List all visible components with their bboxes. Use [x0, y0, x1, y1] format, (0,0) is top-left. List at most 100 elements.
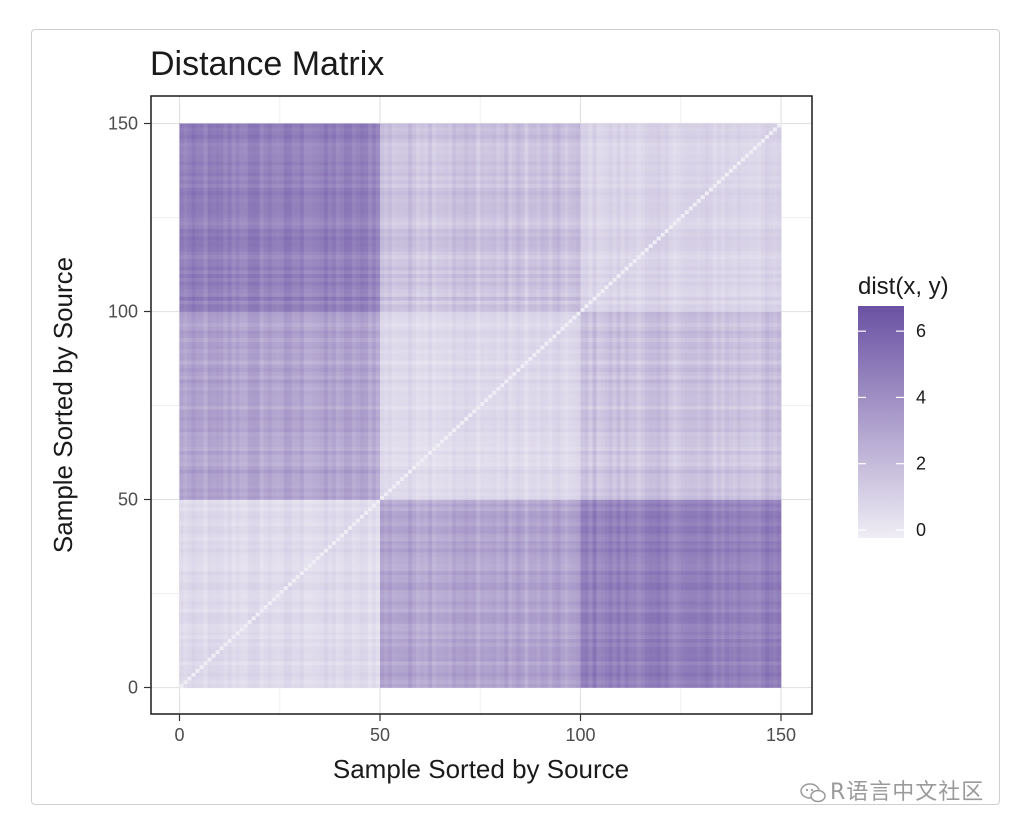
heatmap-cell — [412, 642, 416, 646]
heatmap-cell — [737, 601, 741, 605]
heatmap-cell — [412, 609, 416, 613]
heatmap-cell — [597, 563, 601, 567]
heatmap-cell — [581, 650, 585, 654]
heatmap-cell — [400, 571, 404, 575]
heatmap-cell — [657, 624, 661, 628]
heatmap-cell — [673, 650, 677, 654]
heatmap-cell — [360, 582, 364, 586]
heatmap-cell — [625, 657, 629, 661]
heatmap-cell — [681, 627, 685, 631]
heatmap-cell — [492, 571, 496, 575]
heatmap-cell — [749, 601, 753, 605]
heatmap-cell — [400, 650, 404, 654]
heatmap-cell — [641, 627, 645, 631]
heatmap-cell — [556, 684, 560, 688]
heatmap-cell — [568, 563, 572, 567]
heatmap-cell — [288, 601, 292, 605]
heatmap-cell — [681, 672, 685, 676]
heatmap-cell — [248, 620, 252, 624]
heatmap-cell — [773, 654, 777, 658]
heatmap-cell — [729, 680, 733, 684]
heatmap-cell — [773, 609, 777, 613]
heatmap-cell — [216, 620, 220, 624]
heatmap-cell — [300, 601, 304, 605]
heatmap-cell — [576, 575, 580, 579]
heatmap-cell — [304, 563, 308, 567]
heatmap-cell — [224, 661, 228, 665]
heatmap-cell — [232, 586, 236, 590]
heatmap-cell — [721, 578, 725, 582]
heatmap-cell — [745, 563, 749, 567]
heatmap-cell — [252, 560, 256, 564]
heatmap-cell — [617, 665, 621, 669]
heatmap-cell — [572, 586, 576, 590]
heatmap-cell — [653, 669, 657, 673]
heatmap-cell — [220, 597, 224, 601]
heatmap-cell — [693, 684, 697, 688]
heatmap-cell — [645, 578, 649, 582]
heatmap-cell — [496, 657, 500, 661]
heatmap-cell — [552, 575, 556, 579]
heatmap-cell — [629, 657, 633, 661]
heatmap-cell — [288, 654, 292, 658]
heatmap-cell — [496, 639, 500, 643]
heatmap-cell — [412, 605, 416, 609]
heatmap-cell — [709, 586, 713, 590]
heatmap-cell — [316, 597, 320, 601]
heatmap-cell — [709, 680, 713, 684]
heatmap-cell — [773, 650, 777, 654]
heatmap-cell — [188, 676, 192, 680]
heatmap-cell — [216, 582, 220, 586]
heatmap-cell — [416, 669, 420, 673]
heatmap-cell — [312, 661, 316, 665]
heatmap-cell — [192, 560, 196, 564]
heatmap-cell — [544, 672, 548, 676]
heatmap-cell — [424, 586, 428, 590]
heatmap-cell — [757, 609, 761, 613]
heatmap-cell — [360, 680, 364, 684]
heatmap-cell — [500, 563, 504, 567]
heatmap-cell — [645, 680, 649, 684]
heatmap-cell — [260, 665, 264, 669]
heatmap-cell — [761, 657, 765, 661]
heatmap-cell — [240, 567, 244, 571]
heatmap-cell — [585, 672, 589, 676]
heatmap-cell — [336, 665, 340, 669]
heatmap-cell — [512, 654, 516, 658]
heatmap-cell — [260, 672, 264, 676]
heatmap-cell — [472, 578, 476, 582]
heatmap-cell — [601, 578, 605, 582]
heatmap-cell — [264, 657, 268, 661]
heatmap-cell — [585, 646, 589, 650]
heatmap-cell — [544, 601, 548, 605]
heatmap-cell — [260, 605, 264, 609]
heatmap-cell — [196, 635, 200, 639]
heatmap-cell — [773, 601, 777, 605]
heatmap-cell — [705, 631, 709, 635]
heatmap-cell — [432, 609, 436, 613]
heatmap-cell — [324, 567, 328, 571]
heatmap-cell — [625, 684, 629, 688]
heatmap-cell — [552, 563, 556, 567]
heatmap-cell — [673, 601, 677, 605]
heatmap-cell — [232, 642, 236, 646]
heatmap-cell — [388, 571, 392, 575]
heatmap-cell — [689, 594, 693, 598]
heatmap-cell — [300, 586, 304, 590]
heatmap-cell — [276, 661, 280, 665]
heatmap-cell — [721, 672, 725, 676]
heatmap-cell — [332, 601, 336, 605]
heatmap-cell — [184, 609, 188, 613]
heatmap-cell — [508, 578, 512, 582]
heatmap-cell — [693, 620, 697, 624]
heatmap-cell — [364, 616, 368, 620]
heatmap-cell — [701, 601, 705, 605]
heatmap-cell — [661, 646, 665, 650]
heatmap-cell — [204, 665, 208, 669]
heatmap-cell — [753, 684, 757, 688]
heatmap-cell — [456, 642, 460, 646]
heatmap-cell — [488, 665, 492, 669]
heatmap-cell — [621, 650, 625, 654]
heatmap-cell — [605, 582, 609, 586]
heatmap-cell — [749, 616, 753, 620]
